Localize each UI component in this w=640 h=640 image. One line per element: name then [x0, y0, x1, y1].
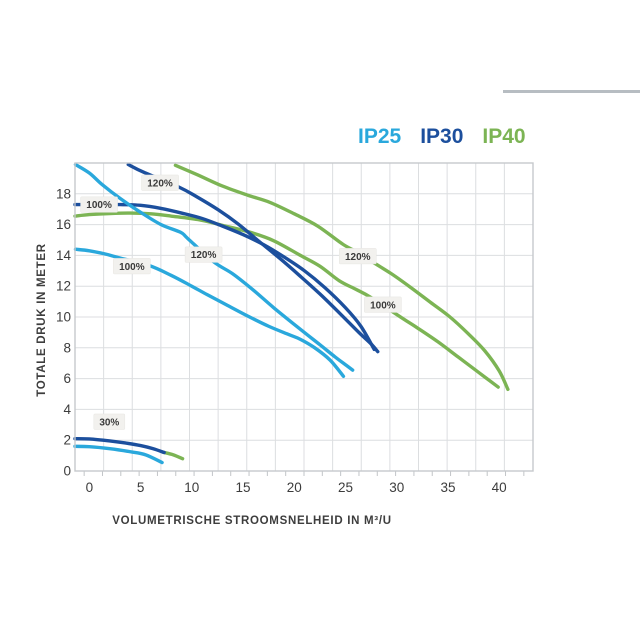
plot-frame: [74, 162, 534, 472]
page-edge-artifact: [503, 90, 640, 93]
x-tick-label: 15: [236, 480, 251, 495]
curve-ip40-30pct: [161, 450, 185, 461]
x-tick-label: 30: [389, 480, 404, 495]
curve-label: 120%: [345, 252, 371, 263]
curve-ip30-100pct: [73, 202, 376, 352]
curve-ip25-100pct: [73, 247, 346, 378]
curve-label-box: [93, 413, 126, 430]
curve-label: 30%: [99, 417, 119, 428]
curve-label-box: [141, 174, 179, 191]
y-tick-label: 12: [56, 279, 71, 294]
x-tick-label: 0: [86, 480, 94, 495]
y-tick-label: 18: [56, 186, 71, 201]
curve-label-box: [80, 196, 118, 213]
y-tick-label: 8: [63, 340, 71, 355]
y-tick-label: 2: [63, 433, 71, 448]
legend-item-ip40: IP40: [482, 125, 526, 148]
x-tick-label: 40: [492, 480, 507, 495]
curve-label-box: [339, 248, 377, 265]
x-tick-label: 10: [184, 480, 199, 495]
y-tick-label: 0: [63, 464, 71, 479]
curve-label-box: [184, 246, 223, 263]
x-tick-label: 20: [287, 480, 302, 495]
curve-label: 120%: [191, 250, 217, 261]
x-tick-label: 5: [137, 480, 145, 495]
curve-ip30-30pct: [73, 436, 166, 455]
x-axis-title: VOLUMETRISCHE STROOMSNELHEID IN M³/U: [112, 515, 392, 527]
y-tick-label: 16: [56, 217, 71, 232]
y-tick-label: 6: [63, 371, 71, 386]
legend-item-ip30: IP30: [420, 125, 464, 148]
y-tick-label: 14: [56, 248, 72, 263]
curve-ip25-30pct: [73, 444, 164, 465]
curve-label: 120%: [147, 178, 173, 189]
chart-legend: IP25 IP30 IP40: [358, 125, 526, 149]
legend-item-ip25: IP25: [358, 125, 402, 148]
curve-label-box: [364, 296, 402, 313]
curve-label: 100%: [119, 262, 145, 273]
curve-label: 100%: [86, 200, 112, 211]
y-tick-label: 10: [56, 310, 71, 325]
curve-ip40-100pct: [73, 211, 500, 389]
y-tick-label: 4: [63, 402, 71, 417]
curve-label-box: [113, 258, 151, 275]
curve-label: 100%: [370, 300, 396, 311]
x-tick-label: 35: [440, 480, 455, 495]
x-tick-label: 25: [338, 480, 353, 495]
